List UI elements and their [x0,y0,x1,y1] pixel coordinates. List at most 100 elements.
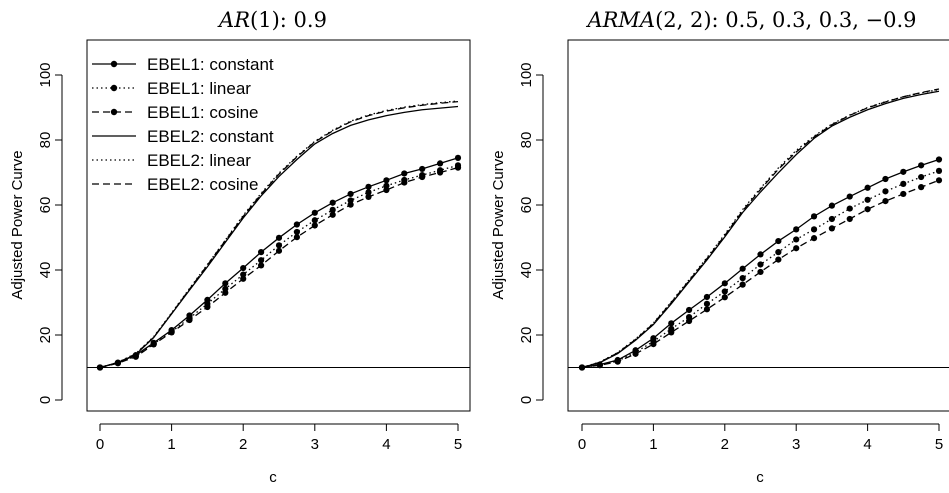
data-point [739,275,746,282]
data-point [703,293,711,301]
data-point [365,189,372,196]
legend-entry: EBEL1: cosine [92,103,259,122]
data-point [810,226,818,233]
x-tick-label: 3 [792,436,800,453]
series-line [581,88,940,369]
legend-box [88,41,200,201]
y-tick-label: 20 [37,327,54,344]
data-point [793,226,800,233]
data-point [240,275,247,282]
data-point [275,234,283,241]
data-point [918,162,925,169]
data-point [757,251,764,258]
data-point [721,294,728,301]
data-point [168,329,175,336]
data-point [686,317,693,325]
data-point [401,179,408,186]
y-axis: 0 20 40 60 80 100 [37,62,63,404]
chart-panel-ar1: AR(1): 0.9 c Adjusted Power Curve 0 1 2 3 4 5… [9,8,471,486]
data-point [918,184,925,191]
data-point [383,186,390,194]
x-tick-label: 1 [167,436,175,453]
data-point [775,237,782,245]
legend-label: EBEL2: cosine [147,175,259,194]
legend-label: EBEL1: constant [147,55,274,74]
x-tick-label: 4 [863,436,871,453]
data-point [419,173,426,181]
data-point [329,211,336,218]
y-tick-label: 0 [37,396,54,404]
data-point [365,193,372,200]
data-point [204,303,211,311]
y-axis: 0 20 40 60 80 100 [518,62,544,404]
data-point [275,247,283,254]
data-point [293,228,300,236]
x-tick-label: 5 [454,436,462,453]
data-point [900,168,907,175]
data-point [793,245,800,252]
data-point [401,170,408,177]
data-point [311,209,318,216]
data-point [632,350,639,357]
legend-marker [110,60,118,68]
data-point [739,265,746,272]
x-tick-label: 3 [311,436,319,453]
data-point [828,215,836,223]
y-tick-label: 40 [37,262,54,279]
x-tick-label: 0 [578,436,586,453]
data-point [668,329,675,336]
data-point [614,358,621,365]
chart-title: AR(1): 0.9 [217,8,327,32]
data-point [258,262,265,269]
data-point [437,160,444,167]
data-point [703,300,711,307]
data-point [918,173,925,181]
y-tick-label: 0 [518,396,535,404]
series-line [581,90,940,369]
data-point [650,341,657,348]
x-axis: 0 1 2 3 4 5 [578,423,943,453]
data-point [828,202,836,209]
data-point [864,196,871,203]
y-axis-label: Adjusted Power Curve [9,150,26,299]
series-line [99,101,459,369]
data-point [864,206,871,213]
data-point [935,167,943,174]
data-point [846,215,853,223]
y-tick-label: 100 [518,62,535,87]
chart-title: ARMA(2, 2): 0.5, 0.3, 0.3, −0.9 [585,8,916,32]
data-point [454,154,462,161]
chart-panel-arma22: ARMA(2, 2): 0.5, 0.3, 0.3, −0.9 c Adjust… [490,8,949,486]
data-point [900,180,907,187]
data-point [329,206,336,213]
legend-entry: EBEL1: constant [92,55,274,74]
data-point [882,175,889,183]
data-point [347,190,354,198]
data-point [222,280,229,287]
plot-frame [86,39,471,412]
series-line [581,170,940,369]
data-point [846,205,853,212]
plot-frame [567,39,949,412]
y-tick-label: 60 [37,197,54,214]
series-line [581,88,940,369]
data-point [810,235,818,242]
legend-entry: EBEL2: cosine [92,175,259,194]
data-point [810,213,818,220]
legend-label: EBEL2: constant [147,127,274,146]
data-point [739,281,746,288]
x-axis-label: c [269,469,277,486]
y-tick-label: 100 [37,62,54,87]
data-point [721,280,728,287]
data-point [882,188,889,195]
x-tick-label: 2 [721,436,729,453]
legend-marker [110,84,118,92]
x-tick-label: 2 [239,436,247,453]
data-point [686,306,693,314]
data-point [293,221,300,228]
data-point [900,190,907,198]
y-tick-label: 20 [518,327,535,344]
data-point [882,198,889,205]
data-point [293,234,300,241]
